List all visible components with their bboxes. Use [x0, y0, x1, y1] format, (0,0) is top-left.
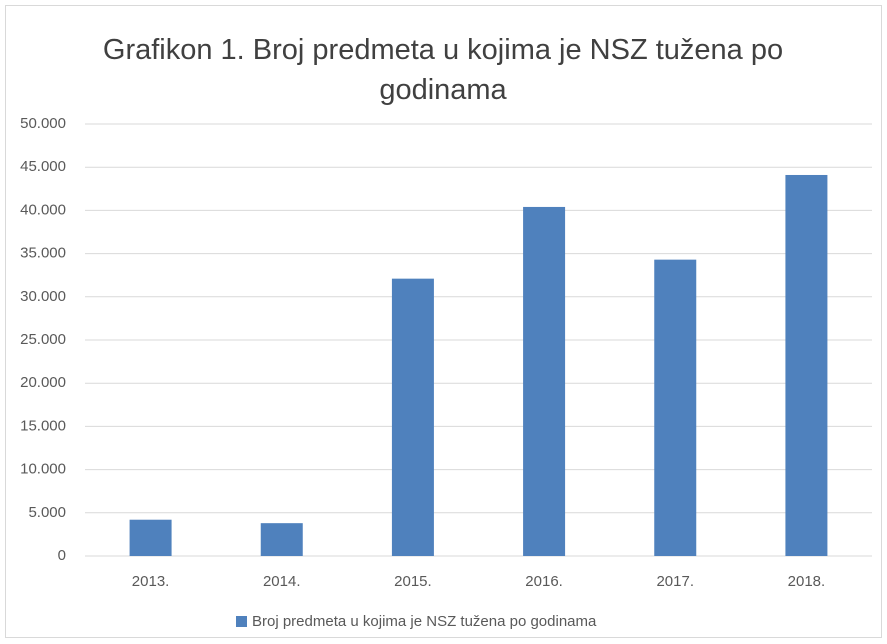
y-tick-label: 30.000	[20, 288, 66, 305]
y-tick-label: 0	[58, 547, 66, 564]
y-tick-label: 50.000	[20, 115, 66, 132]
y-tick-label: 10.000	[20, 461, 66, 478]
bar	[654, 259, 697, 556]
bar	[523, 206, 566, 556]
bar	[391, 278, 434, 556]
bar	[785, 174, 828, 556]
legend-label: Broj predmeta u kojima je NSZ tužena po …	[252, 613, 597, 630]
x-tick-label: 2017.	[656, 573, 694, 590]
x-tick-label: 2015.	[394, 573, 432, 590]
y-tick-label: 45.000	[20, 158, 66, 175]
y-tick-label: 5.000	[28, 504, 66, 521]
y-tick-label: 35.000	[20, 245, 66, 262]
x-tick-label: 2018.	[788, 573, 826, 590]
legend-swatch	[236, 616, 247, 627]
y-tick-label: 20.000	[20, 374, 66, 391]
bar	[129, 519, 172, 556]
y-tick-label: 40.000	[20, 201, 66, 218]
chart-title: Grafikon 1. Broj predmeta u kojima je NS…	[102, 34, 784, 106]
x-tick-label: 2016.	[525, 573, 563, 590]
x-tick-label: 2013.	[132, 573, 170, 590]
y-tick-label: 25.000	[20, 331, 66, 348]
bar	[260, 523, 303, 556]
y-tick-label: 15.000	[20, 417, 66, 434]
x-tick-label: 2014.	[263, 573, 301, 590]
